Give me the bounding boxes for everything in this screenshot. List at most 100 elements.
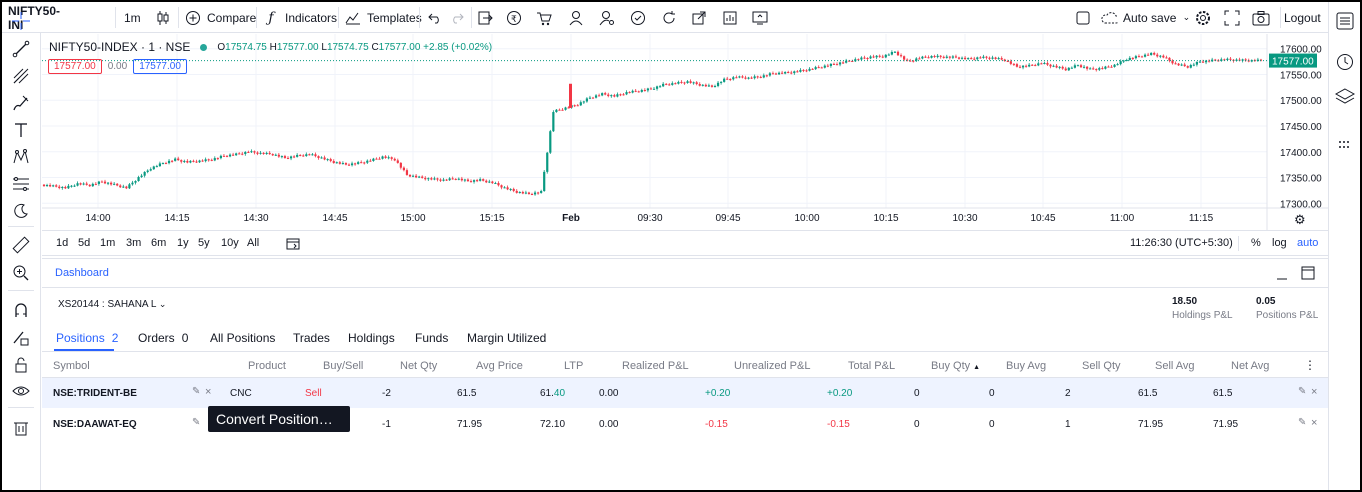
sell-button[interactable]: 17577.00 xyxy=(48,59,102,74)
edit-row-button[interactable]: ✎ xyxy=(1298,386,1306,397)
interval-button[interactable]: 1m xyxy=(124,2,141,33)
range-1d-button[interactable]: 1d xyxy=(56,237,69,249)
lock-all-tool[interactable] xyxy=(10,355,32,377)
table-row[interactable]: NSE:TRIDENT-BE CNC Sell -2 61.5 61.40 0.00 +0.2… xyxy=(42,378,1328,408)
column-header-net-qty[interactable]: Net Qty xyxy=(400,360,437,372)
measure-tool[interactable] xyxy=(10,235,32,257)
undo-button[interactable] xyxy=(426,2,444,33)
indicators-button[interactable]: ƒ Indicators xyxy=(262,2,337,33)
open-trade-button[interactable] xyxy=(476,2,494,33)
table-row[interactable]: NSE:DAAWAT-EQ -1 71.95 72.10 0.00 -0.15 -0.15 0… xyxy=(42,409,1328,439)
zoom-tool[interactable] xyxy=(10,263,32,285)
table-menu-button[interactable]: ⋮ xyxy=(1304,358,1316,372)
gear-icon[interactable]: ⚙ xyxy=(1294,212,1306,227)
watchlist-button[interactable] xyxy=(1334,11,1356,33)
column-header-net-avg[interactable]: Net Avg xyxy=(1231,360,1269,372)
subtab-positions[interactable]: Positions 2 xyxy=(56,331,118,345)
redo-button[interactable] xyxy=(448,2,466,33)
compare-button[interactable]: Compare xyxy=(184,2,256,33)
range-5y-button[interactable]: 5y xyxy=(198,237,210,249)
goto-date-button[interactable] xyxy=(286,237,300,253)
candle-body xyxy=(631,90,634,93)
edit-position-button[interactable]: ✎ xyxy=(192,417,200,428)
magnet-tool[interactable] xyxy=(10,300,32,322)
column-header-buy-avg[interactable]: Buy Avg xyxy=(1006,360,1046,372)
range-1y-button[interactable]: 1y xyxy=(177,237,189,249)
brush-tool[interactable] xyxy=(10,93,32,115)
buy-button[interactable]: 17577.00 xyxy=(133,59,187,74)
column-header-buy-qty[interactable]: Buy Qty ▲ xyxy=(931,360,980,372)
subtab-trades[interactable]: Trades xyxy=(293,331,330,345)
range-6m-button[interactable]: 6m xyxy=(151,237,167,249)
subtab-holdings[interactable]: Holdings xyxy=(348,331,395,345)
range-1m-button[interactable]: 1m xyxy=(100,237,116,249)
ltp-change-digits: 40 xyxy=(553,388,566,399)
column-header-product[interactable]: Product xyxy=(248,360,286,372)
user-settings-button[interactable] xyxy=(598,2,616,33)
fib-tool[interactable] xyxy=(10,66,32,88)
column-header-unrealized-p-l[interactable]: Unrealized P&L xyxy=(734,360,810,372)
hide-tool[interactable] xyxy=(10,381,32,403)
close-position-button[interactable]: × xyxy=(205,386,211,398)
alerts-panel-button[interactable] xyxy=(1334,52,1356,74)
log-scale-toggle[interactable]: log xyxy=(1272,237,1287,249)
close-row-button[interactable]: × xyxy=(1311,386,1317,398)
column-header-buy-sell[interactable]: Buy/Sell xyxy=(323,360,363,372)
currency-button[interactable]: ₹ xyxy=(505,2,523,33)
templates-button[interactable]: Templates xyxy=(344,2,422,33)
dashboard-tab[interactable]: Dashboard xyxy=(55,267,109,279)
account-selector[interactable]: XS20144 : SAHANA L ⌄ xyxy=(58,299,166,310)
column-header-sell-avg[interactable]: Sell Avg xyxy=(1155,360,1195,372)
column-header-symbol[interactable]: Symbol xyxy=(53,360,90,372)
fullscreen-button[interactable] xyxy=(1223,2,1241,33)
remove-drawings-tool[interactable] xyxy=(10,418,32,440)
chart-pane[interactable]: 17600.00 17550.00 17500.00 17450.00 17400.00… xyxy=(42,34,1328,256)
range-all-button[interactable]: All xyxy=(247,237,260,249)
cell-net-qty: -1 xyxy=(382,419,391,430)
subtab-funds[interactable]: Funds xyxy=(415,331,448,345)
text-tool[interactable] xyxy=(10,120,32,142)
layers-button[interactable] xyxy=(1334,87,1356,109)
settings-button[interactable] xyxy=(1194,2,1212,33)
logout-button[interactable]: Logout xyxy=(1284,2,1321,33)
maximize-panel-button[interactable] xyxy=(1301,266,1315,283)
more-widgets-button[interactable] xyxy=(1334,135,1356,157)
subtab-margin-utilized[interactable]: Margin Utilized xyxy=(467,331,546,345)
basket-button[interactable] xyxy=(535,2,553,33)
subtab-all-positions[interactable]: All Positions xyxy=(210,331,275,345)
prediction-tool[interactable] xyxy=(10,174,32,196)
column-header-total-p-l[interactable]: Total P&L xyxy=(848,360,895,372)
chart-type-button[interactable] xyxy=(154,2,172,33)
lock-draw-tool[interactable] xyxy=(10,328,32,350)
auto-scale-toggle[interactable]: auto xyxy=(1297,237,1319,249)
candle-body xyxy=(1143,54,1147,57)
range-5d-button[interactable]: 5d xyxy=(78,237,91,249)
autosave-button[interactable]: Auto save ⌄ xyxy=(1100,2,1191,33)
pattern-tool[interactable] xyxy=(10,147,32,169)
refresh-button[interactable] xyxy=(660,2,678,33)
edit-row-button[interactable]: ✎ xyxy=(1298,417,1306,428)
alerts-button[interactable] xyxy=(629,2,647,33)
profile-button[interactable] xyxy=(567,2,585,33)
chevron-down-icon: ⌄ xyxy=(158,299,167,309)
column-header-ltp[interactable]: LTP xyxy=(564,360,583,372)
edit-position-button[interactable]: ✎ xyxy=(192,386,200,397)
percent-scale-toggle[interactable]: % xyxy=(1251,237,1261,249)
column-header-avg-price[interactable]: Avg Price xyxy=(476,360,523,372)
screenshot-button[interactable] xyxy=(1252,2,1270,33)
crosshair-tool[interactable] xyxy=(10,11,32,33)
layout-toggle-button[interactable] xyxy=(1074,2,1092,33)
column-header-sell-qty[interactable]: Sell Qty xyxy=(1082,360,1121,372)
column-header-realized-p-l[interactable]: Realized P&L xyxy=(622,360,689,372)
subtab-orders[interactable]: Orders 0 xyxy=(138,331,188,345)
range-10y-button[interactable]: 10y xyxy=(221,237,239,249)
trendline-tool[interactable] xyxy=(10,39,32,61)
minimize-panel-button[interactable] xyxy=(1276,268,1288,283)
popout-button[interactable] xyxy=(690,2,708,33)
close-row-button[interactable]: × xyxy=(1311,417,1317,429)
theme-tool[interactable] xyxy=(10,201,32,223)
chart-report-button[interactable] xyxy=(721,2,739,33)
range-3m-button[interactable]: 3m xyxy=(126,237,142,249)
screen-button[interactable] xyxy=(751,2,769,33)
subtab-label: Funds xyxy=(415,331,449,345)
